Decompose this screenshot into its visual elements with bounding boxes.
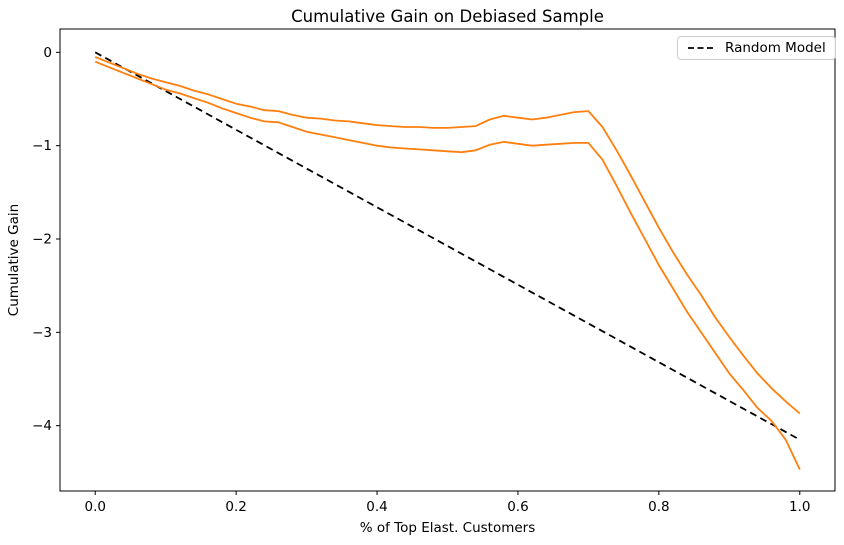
x-tick-label: 0.6 <box>507 499 528 515</box>
series-random-model <box>94 51 801 441</box>
chart-title: Cumulative Gain on Debiased Sample <box>291 7 604 26</box>
series-gain-lower <box>94 60 801 470</box>
x-tick-label: 0.2 <box>225 499 246 515</box>
y-tick-label: −2 <box>32 232 52 248</box>
legend-dashed-line-icon <box>688 47 716 49</box>
x-tick-label: 0.4 <box>366 499 387 515</box>
y-tick-label: −3 <box>32 325 52 341</box>
series-gain-upper <box>94 56 801 415</box>
y-tick-label: −4 <box>32 418 52 434</box>
plot-area <box>60 29 835 491</box>
x-tick-label: 0.0 <box>84 499 105 515</box>
axes-frame <box>59 28 836 492</box>
y-tick-label: 0 <box>43 45 52 61</box>
x-tick-label: 0.8 <box>648 499 669 515</box>
legend: Random Model <box>677 36 836 60</box>
y-tick-label: −1 <box>32 138 52 154</box>
x-tick-label: 1.0 <box>789 499 810 515</box>
y-axis-label: Cumulative Gain <box>6 203 22 317</box>
legend-entry-label: Random Model <box>725 40 826 56</box>
x-axis-label: % of Top Elast. Customers <box>359 520 536 536</box>
